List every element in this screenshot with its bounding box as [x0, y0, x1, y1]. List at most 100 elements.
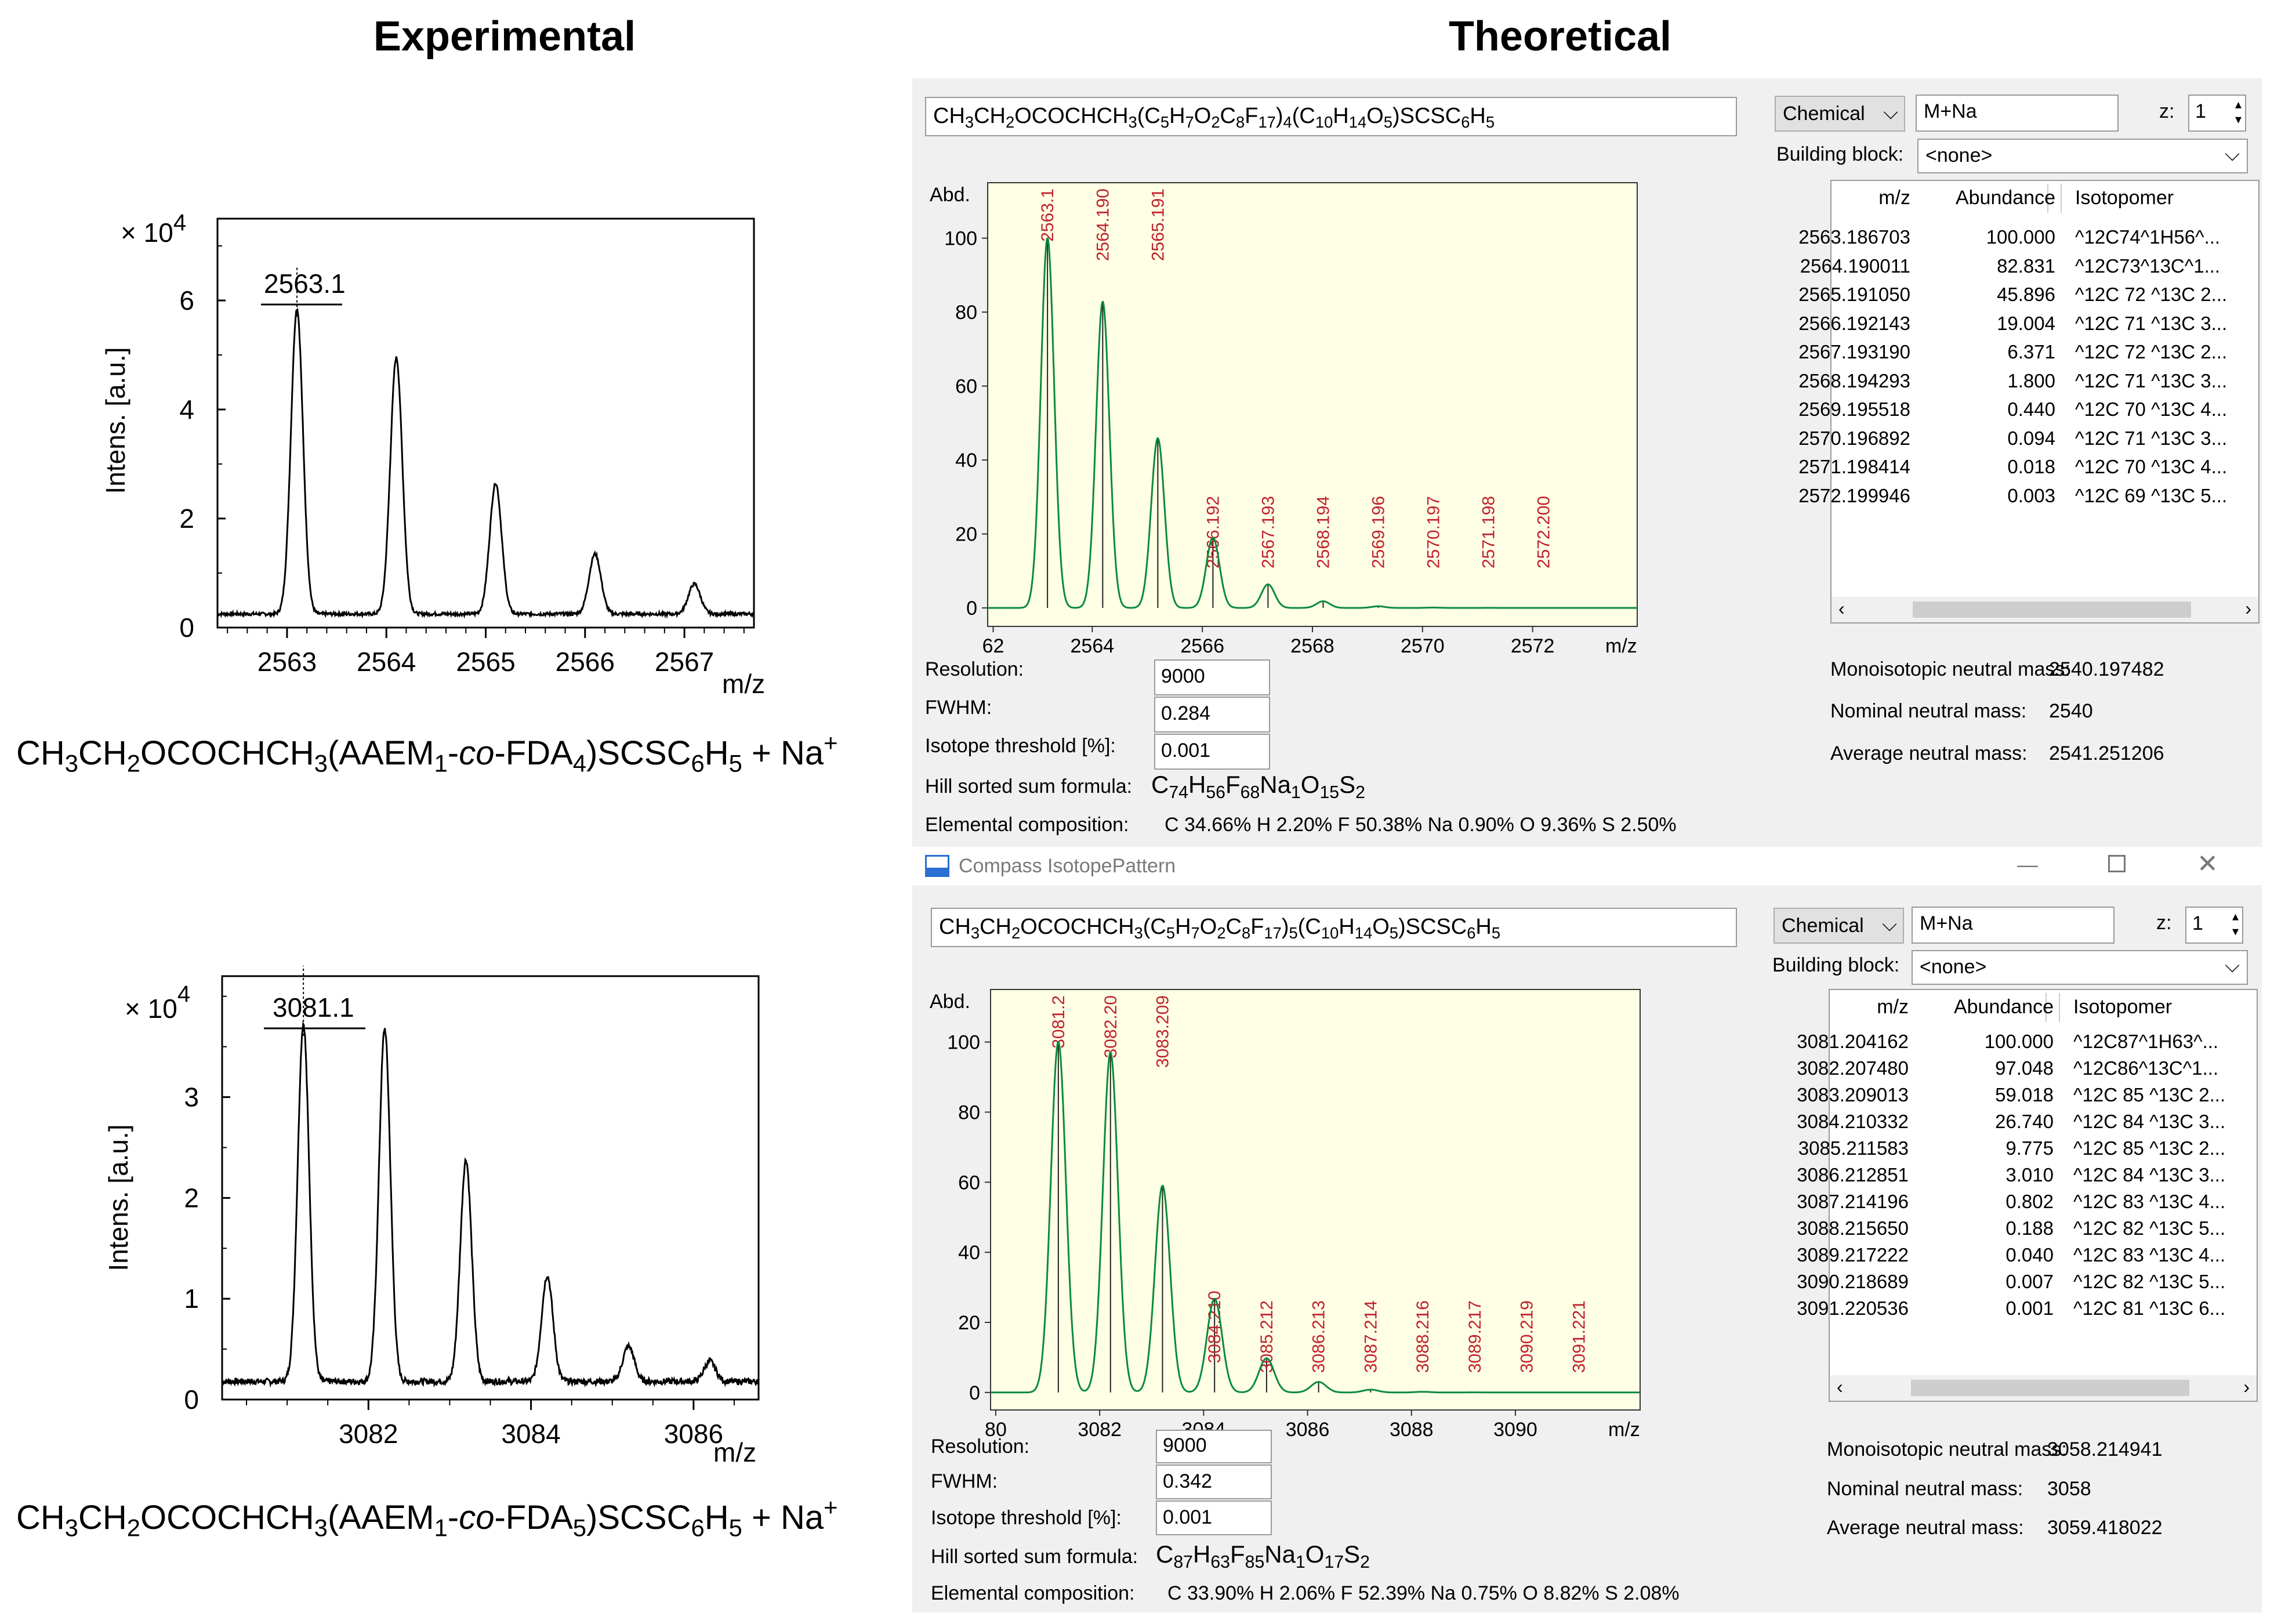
average-mass-value: 3059.418022 — [2047, 1517, 2163, 1539]
cell-abundance: 26.740 — [1995, 1111, 2054, 1132]
y-axis-label: Abd. — [930, 184, 970, 206]
isotope-pattern-window-top: CH3CH2OCOCHCH3(C5H7O2C8F17)4(C10H14O5)SC… — [912, 78, 2262, 847]
resolution-input[interactable]: 9000 — [1154, 659, 1270, 695]
cell-mz: 2568.194293 — [1798, 369, 1910, 392]
elemental-composition-label: Elemental composition: — [931, 1582, 1135, 1604]
scroll-left-icon[interactable]: ‹ — [1837, 1376, 1843, 1397]
minimize-icon[interactable]: — — [2017, 853, 2038, 876]
y-tick-label: 2 — [184, 1183, 199, 1213]
cell-abundance: 0.802 — [2005, 1191, 2054, 1212]
spin-arrows-icon: ▴ ▾ — [2235, 97, 2242, 126]
cell-isotopomer: ^12C 83 ^13C 4... — [2073, 1244, 2226, 1266]
cell-mz: 3087.214196 — [1797, 1191, 1909, 1212]
mode-select[interactable]: Chemical ⌵ — [1773, 908, 1904, 944]
y-tick-label: 100 — [944, 228, 977, 250]
cell-isotopomer: ^12C87^1H63^... — [2073, 1031, 2219, 1052]
average-mass-label: Average neutral mass: — [1830, 742, 2028, 764]
cell-mz: 3091.220536 — [1797, 1297, 1909, 1319]
monoisotopic-mass-label: Monoisotopic neutral mass: — [1830, 658, 2070, 680]
window-titlebar[interactable]: Compass IsotopePattern — ✕ — [912, 847, 2262, 885]
cell-mz: 3086.212851 — [1797, 1164, 1909, 1186]
charge-stepper[interactable]: 1 ▴ ▾ — [2185, 907, 2243, 944]
resolution-input[interactable]: 9000 — [1156, 1430, 1272, 1463]
building-block-select[interactable]: <none> ⌵ — [1912, 950, 2248, 985]
peak-mass-label: 3089.217 — [1466, 1300, 1485, 1373]
peak-mass-label: 2569.196 — [1369, 496, 1388, 568]
scrollbar-thumb[interactable] — [1913, 601, 2191, 618]
horizontal-scrollbar[interactable]: ‹ › — [1831, 597, 2258, 622]
cell-abundance: 9.775 — [2005, 1137, 2054, 1159]
cell-abundance: 1.800 — [2007, 369, 2055, 392]
cell-mz: 2563.186703 — [1798, 226, 1910, 248]
average-mass-label: Average neutral mass: — [1827, 1517, 2024, 1539]
x-tick-label: 3086 — [664, 1419, 723, 1449]
threshold-input[interactable]: 0.001 — [1154, 734, 1270, 770]
cell-isotopomer: ^12C 71 ^13C 3... — [2075, 427, 2228, 449]
window-title: Compass IsotopePattern — [959, 855, 1176, 877]
cell-isotopomer: ^12C 85 ^13C 2... — [2073, 1137, 2226, 1159]
isotope-table[interactable]: m/z Abundance Isotopomer 2563.186703 100.… — [1798, 180, 2260, 624]
x-tick-label: 2566 — [556, 647, 615, 677]
isotope-pattern-window-bottom: Compass IsotopePattern — ✕ CH3CH2OCOCHCH… — [912, 847, 2262, 1612]
x-tick-label: 3082 — [1078, 1419, 1122, 1441]
spectrum-trace — [222, 1021, 760, 1388]
x-axis-label: m/z — [713, 1437, 756, 1467]
cell-abundance: 100.000 — [1984, 1031, 2054, 1052]
average-mass-value: 2541.251206 — [2049, 742, 2164, 764]
threshold-label: Isotope threshold [%]: — [931, 1507, 1122, 1529]
cell-abundance: 59.018 — [1995, 1084, 2054, 1105]
fwhm-input[interactable]: 0.284 — [1154, 697, 1270, 733]
horizontal-scrollbar[interactable]: ‹ › — [1830, 1375, 2257, 1401]
formula-input[interactable]: CH3CH2OCOCHCH3(C5H7O2C8F17)4(C10H14O5)SC… — [925, 97, 1737, 136]
isotope-table[interactable]: m/z Abundance Isotopomer 3081.204162 100.… — [1797, 989, 2258, 1402]
cell-mz: 3083.209013 — [1797, 1084, 1909, 1105]
chevron-down-icon: ⌵ — [2225, 955, 2240, 977]
peak-mass-label: 2568.194 — [1314, 496, 1333, 568]
hill-formula-label: Hill sorted sum formula: — [931, 1546, 1138, 1568]
close-icon[interactable]: ✕ — [2197, 850, 2218, 878]
x-tick-label: 2564 — [1071, 635, 1115, 657]
y-tick-label: 4 — [179, 394, 194, 425]
chevron-down-icon: ⌵ — [1882, 913, 1897, 936]
y-tick-label: 80 — [955, 302, 977, 324]
formula-input[interactable]: CH3CH2OCOCHCH3(C5H7O2C8F17)5(C10H14O5)SC… — [931, 908, 1737, 947]
peak-mass-label: 3088.216 — [1413, 1300, 1432, 1373]
resolution-label: Resolution: — [925, 658, 1024, 680]
cell-mz: 3084.210332 — [1797, 1111, 1909, 1132]
scrollbar-thumb[interactable] — [1911, 1380, 2189, 1396]
maximize-icon[interactable] — [2108, 855, 2126, 872]
cell-mz: 3082.207480 — [1797, 1057, 1909, 1079]
col-mz-header: m/z — [1878, 187, 1910, 209]
cell-abundance: 0.003 — [2007, 484, 2055, 506]
fwhm-label: FWHM: — [925, 697, 992, 719]
cell-isotopomer: ^12C74^1H56^... — [2075, 226, 2221, 248]
cell-abundance: 0.188 — [2005, 1217, 2054, 1239]
theoretical-chart-top: Abd. 0 20 40 60 80 100 62 2564 2566 2568 2570 2572 m… — [930, 182, 1638, 657]
y-tick-label: 40 — [955, 449, 977, 472]
charge-stepper[interactable]: 1 ▴ ▾ — [2188, 95, 2246, 132]
y-axis-label: Abd. — [930, 991, 970, 1013]
nominal-mass-value: 2540 — [2049, 700, 2093, 722]
cell-mz: 2567.193190 — [1798, 341, 1910, 362]
fwhm-input[interactable]: 0.342 — [1156, 1464, 1272, 1499]
y-multiplier: × 104 — [121, 210, 186, 248]
threshold-input[interactable]: 0.001 — [1156, 1500, 1272, 1535]
charge-label: z: — [2156, 912, 2172, 934]
x-tick-label: 2564 — [357, 647, 416, 677]
peak-mass-label: 3081.2 — [1049, 995, 1068, 1049]
scroll-left-icon[interactable]: ‹ — [1838, 598, 1845, 619]
cell-isotopomer: ^12C 85 ^13C 2... — [2073, 1084, 2226, 1105]
building-block-select[interactable]: <none> ⌵ — [1917, 139, 2248, 173]
y-tick-label: 0 — [184, 1384, 199, 1415]
adduct-input[interactable]: M+Na — [1916, 95, 2119, 132]
adduct-input[interactable]: M+Na — [1912, 907, 2115, 944]
mode-select[interactable]: Chemical ⌵ — [1775, 96, 1905, 132]
scroll-right-icon[interactable]: › — [2245, 598, 2251, 619]
chevron-down-icon: ⌵ — [1883, 102, 1898, 124]
cell-mz: 2569.195518 — [1798, 398, 1910, 420]
resolution-label: Resolution: — [931, 1436, 1030, 1458]
scroll-right-icon[interactable]: › — [2243, 1376, 2250, 1397]
nominal-mass-value: 3058 — [2047, 1478, 2091, 1500]
cell-isotopomer: ^12C 83 ^13C 4... — [2073, 1191, 2226, 1212]
x-tick-label: 3082 — [339, 1419, 398, 1449]
